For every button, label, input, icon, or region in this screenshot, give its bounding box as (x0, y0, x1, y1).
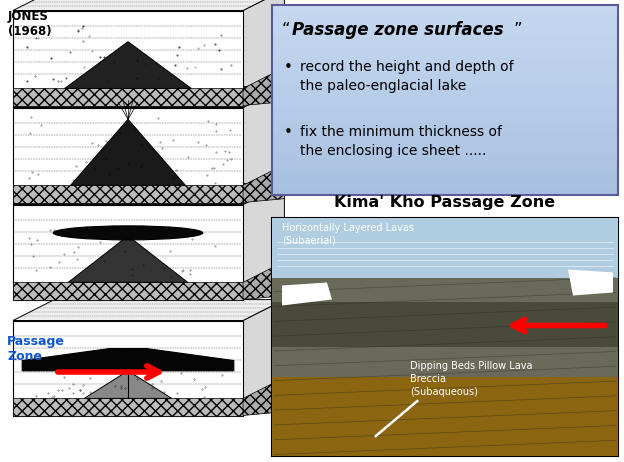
Polygon shape (13, 88, 243, 105)
FancyBboxPatch shape (272, 10, 618, 15)
FancyBboxPatch shape (272, 14, 618, 20)
FancyBboxPatch shape (272, 24, 618, 29)
FancyBboxPatch shape (272, 147, 618, 153)
Polygon shape (13, 86, 285, 108)
Polygon shape (13, 398, 243, 415)
FancyBboxPatch shape (272, 181, 618, 186)
Polygon shape (13, 321, 243, 415)
FancyBboxPatch shape (272, 133, 618, 139)
Text: record the height and depth of
the paleo-englacial lake: record the height and depth of the paleo… (300, 60, 514, 93)
Polygon shape (13, 0, 285, 11)
Ellipse shape (53, 226, 203, 240)
Text: JONES
(1968): JONES (1968) (8, 10, 52, 38)
Polygon shape (13, 185, 243, 202)
Polygon shape (68, 236, 188, 282)
FancyBboxPatch shape (272, 190, 618, 195)
FancyBboxPatch shape (272, 100, 618, 105)
FancyBboxPatch shape (272, 176, 618, 181)
Polygon shape (13, 299, 285, 321)
FancyBboxPatch shape (272, 19, 618, 24)
Polygon shape (243, 0, 285, 105)
Polygon shape (282, 282, 332, 305)
Polygon shape (13, 11, 243, 105)
Polygon shape (243, 377, 285, 415)
FancyBboxPatch shape (272, 157, 618, 162)
FancyBboxPatch shape (272, 162, 618, 167)
FancyBboxPatch shape (272, 76, 618, 81)
Polygon shape (243, 299, 285, 415)
FancyBboxPatch shape (272, 143, 618, 148)
FancyBboxPatch shape (272, 57, 618, 62)
FancyBboxPatch shape (272, 152, 618, 158)
Polygon shape (84, 371, 172, 398)
FancyBboxPatch shape (272, 114, 618, 120)
Polygon shape (71, 119, 185, 185)
FancyBboxPatch shape (272, 48, 618, 53)
FancyBboxPatch shape (272, 53, 618, 58)
FancyBboxPatch shape (272, 109, 618, 115)
FancyBboxPatch shape (272, 38, 618, 43)
FancyBboxPatch shape (272, 5, 618, 10)
FancyBboxPatch shape (272, 377, 618, 456)
Text: Horizontally Layered Lavas
(Subaerial): Horizontally Layered Lavas (Subaerial) (282, 223, 414, 246)
FancyBboxPatch shape (272, 72, 618, 77)
FancyBboxPatch shape (272, 303, 618, 347)
Polygon shape (243, 67, 285, 105)
Polygon shape (243, 86, 285, 202)
FancyBboxPatch shape (272, 138, 618, 143)
Polygon shape (568, 269, 613, 296)
FancyBboxPatch shape (272, 278, 618, 377)
Text: •: • (284, 125, 293, 140)
Text: Kima' Kho Passage Zone: Kima' Kho Passage Zone (334, 195, 555, 209)
Text: ”: ” (514, 21, 523, 39)
FancyBboxPatch shape (272, 166, 618, 172)
FancyBboxPatch shape (272, 124, 618, 129)
FancyBboxPatch shape (272, 91, 618, 96)
Polygon shape (13, 205, 243, 299)
FancyBboxPatch shape (272, 43, 618, 48)
FancyBboxPatch shape (272, 171, 618, 176)
FancyBboxPatch shape (272, 67, 618, 72)
Text: fix the minimum thickness of
the enclosing ice sheet .....: fix the minimum thickness of the enclosi… (300, 125, 502, 158)
FancyBboxPatch shape (272, 62, 618, 67)
FancyBboxPatch shape (272, 119, 618, 124)
Polygon shape (13, 282, 243, 299)
FancyBboxPatch shape (272, 186, 618, 191)
Polygon shape (243, 261, 285, 299)
FancyBboxPatch shape (272, 218, 618, 278)
Polygon shape (13, 183, 285, 205)
Polygon shape (22, 348, 234, 371)
FancyBboxPatch shape (272, 29, 618, 34)
Polygon shape (243, 183, 285, 299)
Text: Dipping Beds Pillow Lava
Breccia
(Subaqueous): Dipping Beds Pillow Lava Breccia (Subaqu… (411, 361, 533, 397)
FancyBboxPatch shape (272, 34, 618, 39)
Polygon shape (65, 42, 191, 88)
Text: •: • (284, 60, 293, 75)
Text: “: “ (282, 21, 291, 39)
Polygon shape (13, 108, 243, 202)
Polygon shape (243, 164, 285, 202)
FancyBboxPatch shape (272, 95, 618, 101)
FancyBboxPatch shape (272, 218, 618, 456)
Text: Passage zone surfaces: Passage zone surfaces (292, 21, 504, 39)
FancyBboxPatch shape (272, 128, 618, 134)
FancyBboxPatch shape (272, 81, 618, 86)
Text: Passage
Zone: Passage Zone (7, 335, 65, 363)
FancyBboxPatch shape (272, 86, 618, 91)
FancyBboxPatch shape (272, 105, 618, 110)
